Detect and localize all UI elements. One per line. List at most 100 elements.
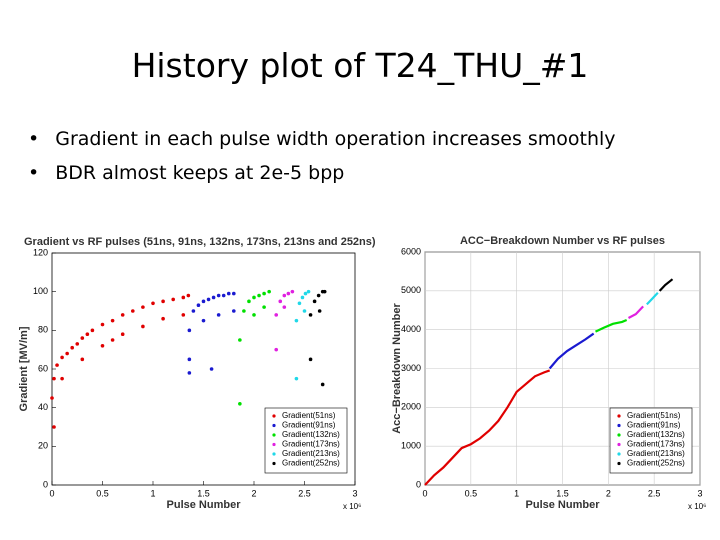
data-point [211,295,216,300]
x-axis-label: Pulse Number [526,499,601,511]
legend-label: Gradient(132ns) [282,430,340,439]
series-line [658,278,674,292]
y-tick-label: 0 [43,479,48,489]
x-tick-label: 0.5 [96,488,109,498]
data-point [65,351,69,356]
chart-title: Gradient vs RF pulses (51ns, 91ns, 132ns… [24,236,376,248]
x-tick-label: 1.5 [556,488,569,498]
data-point [308,357,313,362]
data-point [238,402,242,406]
data-point [226,291,231,296]
data-point [320,382,325,387]
slide-title: History plot of T24_THU_#1 [131,46,589,85]
data-point [120,332,125,337]
legend-label: Gradient(173ns) [627,440,685,449]
legend-marker [617,414,621,418]
legend-marker [272,414,276,418]
legend-marker [272,452,276,456]
data-point [161,299,165,304]
data-point [141,305,145,309]
data-point [55,363,59,367]
data-point [262,291,266,296]
data-point [201,318,206,323]
data-point [238,338,242,342]
data-point [196,303,201,308]
legend-marker [617,442,621,447]
legend-marker [272,461,276,466]
data-point [312,299,317,304]
data-point [187,371,192,375]
data-point [274,313,279,317]
data-point [216,293,221,298]
data-point [151,301,155,306]
data-point [322,289,327,294]
x-scale-label: x 10⁶ [343,502,361,511]
data-point [80,357,85,362]
x-axis-label: Pulse Number [167,499,242,511]
y-tick-label: 2000 [401,402,421,412]
y-tick-label: 100 [33,286,48,296]
data-point [191,309,196,313]
legend-marker [272,442,276,447]
data-point [216,313,221,317]
x-tick-label: 0.5 [465,488,478,498]
data-point [100,344,105,348]
data-point [316,293,321,298]
legend-label: Gradient(213ns) [627,449,685,458]
data-point [252,313,256,317]
y-tick-label: 4000 [401,324,421,334]
y-tick-label: 80 [38,325,48,335]
data-point [141,324,145,329]
series-line [627,305,644,319]
legend-box [264,407,348,474]
x-tick-label: 2 [251,488,256,498]
data-point [274,347,279,352]
data-point [317,309,322,313]
data-point [221,293,226,298]
legend-label: Gradient(252ns) [627,459,685,468]
series-line [424,369,551,486]
legend-label: Gradient(132ns) [627,430,685,439]
y-tick-label: 1000 [401,441,421,451]
x-tick-label: 3 [697,488,702,498]
y-axis-label: Gradient [MV/m] [18,326,30,411]
data-point [131,309,135,313]
legend-label: Gradient(91ns) [627,421,681,430]
data-point [110,318,115,323]
x-tick-label: 1.5 [197,488,210,498]
bullet-list: Gradient in each pulse width operation i… [28,128,616,196]
data-point [181,295,186,300]
data-point [50,396,54,400]
data-point [80,336,85,340]
data-point [75,342,80,346]
data-point [187,357,192,362]
data-point [110,338,115,342]
series-line [646,292,659,306]
y-axis-label: Acc−Breakdown Number [391,303,403,434]
bullet: BDR almost keeps at 2e-5 bpp [28,162,616,184]
legend-marker [272,423,276,428]
data-point [60,355,64,360]
data-point [60,376,64,381]
y-tick-label: 40 [38,402,48,412]
data-point [294,318,299,323]
data-point [201,299,206,304]
data-point [171,297,175,302]
series-line [595,318,628,333]
x-tick-label: 3 [352,488,357,498]
y-tick-label: 3000 [401,363,421,373]
y-tick-label: 60 [38,363,48,373]
legend-label: Gradient(213ns) [282,449,340,458]
legend-marker [617,452,621,456]
x-tick-label: 2 [606,488,611,498]
x-scale-label: x 10⁶ [688,502,706,511]
data-point [187,328,192,333]
data-point [308,313,313,317]
y-tick-label: 0 [416,479,421,489]
x-tick-label: 0 [422,488,427,498]
data-point [206,297,211,302]
data-point [303,291,308,296]
data-point [186,293,191,298]
